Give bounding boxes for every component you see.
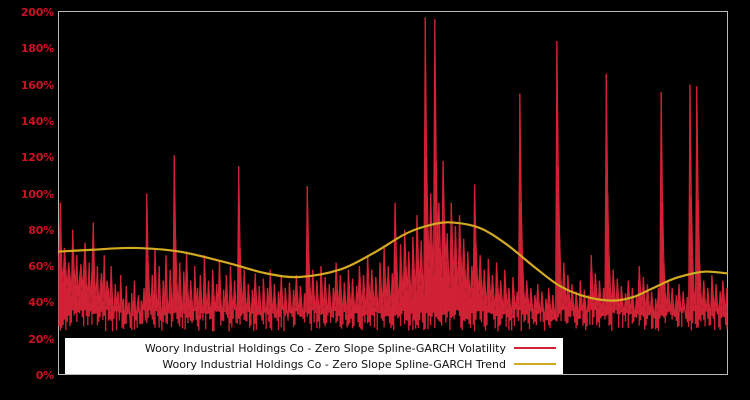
y-axis-tick-label: 120% (20, 151, 54, 165)
trend-series (57, 221, 729, 302)
y-axis-tick-label: 20% (28, 332, 54, 346)
legend-label-volatility: Woory Industrial Holdings Co - Zero Slop… (144, 341, 506, 355)
chart-legend[interactable]: Woory Industrial Holdings Co - Zero Slop… (65, 338, 563, 374)
y-axis-tick-label: 40% (28, 296, 54, 310)
y-axis-tick-label: 200% (20, 6, 54, 19)
trend-line-swatch (514, 363, 556, 365)
y-axis-tick-label: 160% (20, 78, 54, 92)
legend-item-volatility[interactable]: Woory Industrial Holdings Co - Zero Slop… (66, 340, 562, 356)
y-axis: 0% 20% 40% 60% 80% 100% 120% 140% 160% 180% 200% (0, 0, 54, 400)
y-axis-tick-label: 100% (20, 187, 54, 201)
y-axis-tick-label: 60% (28, 260, 54, 274)
plot-area (58, 11, 728, 375)
volatility-line-swatch (514, 347, 556, 349)
volatility-envelope (58, 17, 728, 328)
y-axis-tick-label: 140% (20, 114, 54, 128)
y-axis-tick-label: 180% (20, 42, 54, 56)
volatility-series (58, 17, 728, 332)
legend-item-trend[interactable]: Woory Industrial Holdings Co - Zero Slop… (66, 356, 562, 372)
legend-label-trend: Woory Industrial Holdings Co - Zero Slop… (162, 357, 506, 371)
y-axis-tick-label: 80% (28, 223, 54, 237)
y-axis-tick-label: 0% (35, 369, 54, 382)
